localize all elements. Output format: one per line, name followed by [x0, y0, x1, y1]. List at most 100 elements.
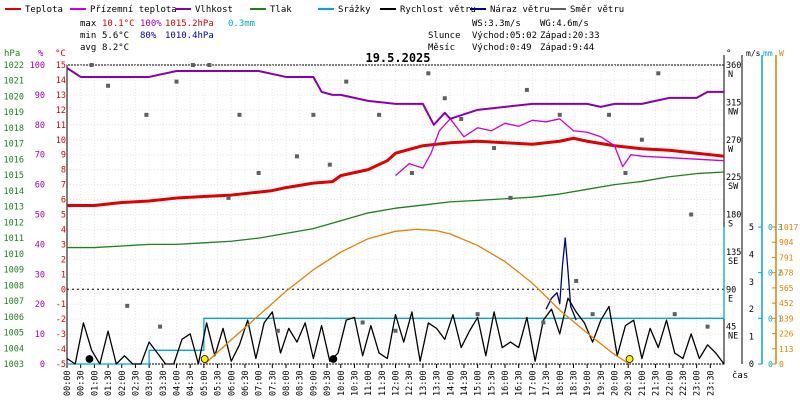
chart-title: 19.5.2025: [365, 51, 430, 65]
x-tick-label: 22:30: [679, 370, 689, 396]
wind-direction-point: [190, 63, 195, 67]
wind-direction-point: [360, 320, 365, 325]
hpa-tick-label: 1021: [4, 77, 24, 87]
wm2-tick-label: 791: [779, 253, 794, 262]
x-tick-label: 00:00: [63, 370, 73, 396]
wind-direction-point: [256, 170, 261, 175]
x-tick-label: 22:00: [665, 370, 675, 396]
stat-label-max: max: [80, 19, 97, 29]
wind-direction-point: [327, 162, 332, 167]
wind-direction-point: [226, 195, 231, 200]
degc-tick-label: 6: [61, 196, 66, 206]
ms-axis-label: m/s: [746, 49, 761, 58]
x-tick-label: 02:00: [118, 370, 128, 396]
legend-label: Tlak: [270, 5, 292, 15]
series-line-srážky: [67, 227, 725, 365]
x-tick-label: 09:30: [323, 370, 333, 396]
x-tick-label: 14:00: [446, 370, 456, 396]
hpa-tick-label: 1003: [4, 360, 24, 370]
wind-direction-point: [492, 146, 497, 151]
x-tick-label: 12:30: [405, 370, 415, 396]
wind-direction-point: [541, 320, 546, 325]
wm2-tick-label: 339: [779, 314, 794, 323]
sun-moon-marker: [200, 355, 209, 363]
wind-direction-point: [158, 324, 163, 329]
x-tick-label: 00:30: [77, 370, 87, 396]
x-tick-label: 21:00: [638, 370, 648, 396]
degc-tick-label: -4: [56, 345, 66, 355]
x-tick-label: 05:30: [214, 370, 224, 396]
dir-name-label: W: [728, 145, 734, 155]
x-tick-label: 03:30: [159, 370, 169, 396]
x-tick-label: 10:30: [350, 370, 360, 396]
hpa-tick-label: 1014: [4, 187, 24, 197]
degc-tick-label: -3: [56, 330, 66, 340]
pct-axis-label: %: [38, 49, 44, 59]
hpa-tick-label: 1018: [4, 124, 24, 134]
stat-max-temp: 10.1°C: [102, 19, 135, 29]
x-tick-label: 16:30: [515, 370, 525, 396]
ms-tick-label: 5: [749, 223, 754, 233]
x-tick-label: 03:00: [145, 370, 155, 396]
x-tick-label: 23:00: [693, 370, 703, 396]
wind-direction-point: [459, 116, 464, 121]
mm-axis-label: mm: [763, 49, 773, 58]
wind-direction-point: [574, 278, 579, 283]
wind-direction-point: [89, 63, 94, 67]
dir-name-label: S: [728, 220, 733, 230]
dir-tick-label: 45: [726, 323, 736, 333]
wind-direction-point: [639, 137, 644, 142]
degc-tick-label: 12: [56, 106, 66, 116]
wm2-tick-label: 226: [779, 330, 794, 339]
x-tick-label: 08:00: [282, 370, 292, 396]
x-tick-label: 14:30: [460, 370, 470, 396]
degc-tick-label: 0: [61, 285, 66, 295]
wind-direction-point: [590, 312, 595, 317]
degc-tick-label: -1: [56, 300, 66, 310]
degc-axis-label: °C: [55, 49, 66, 59]
x-tick-label: 07:00: [255, 370, 265, 396]
degc-tick-label: 9: [61, 151, 66, 161]
dir-name-label: SW: [728, 182, 739, 192]
x-tick-label: 18:00: [556, 370, 566, 396]
degc-tick-label: 2: [61, 255, 66, 265]
hpa-tick-label: 1010: [4, 250, 24, 260]
moon-rise-info: Východ:0:49: [472, 43, 532, 53]
x-tick-label: 01:30: [104, 370, 114, 396]
degc-tick-label: -2: [56, 315, 66, 325]
wind-direction-point: [557, 112, 562, 117]
legend-label: Náraz větru: [490, 5, 550, 15]
wm2-tick-label: 1017: [779, 223, 798, 232]
wm2-tick-label: 904: [779, 238, 794, 247]
x-tick-label: 09:00: [309, 370, 319, 396]
wm2-tick-label: 0: [779, 360, 784, 369]
degc-tick-label: -5: [56, 360, 66, 370]
hpa-tick-label: 1022: [4, 61, 24, 71]
dir-axis-label: °: [726, 49, 731, 59]
x-tick-label: 17:30: [542, 370, 552, 396]
x-tick-label: 01:00: [90, 370, 100, 396]
degc-tick-label: 11: [56, 121, 66, 131]
hpa-tick-label: 1015: [4, 171, 24, 181]
ms-tick-label: 2: [749, 305, 754, 315]
dir-tick-label: 90: [726, 285, 736, 295]
x-tick-label: 18:30: [569, 370, 579, 396]
hpa-tick-label: 1006: [4, 313, 24, 323]
x-tick-label: 15:30: [487, 370, 497, 396]
stat-min-temp: 5.6°C: [102, 31, 129, 41]
legend-label: Vlhkost: [195, 5, 233, 15]
x-tick-label: 12:00: [392, 370, 402, 396]
wind-direction-point: [106, 83, 111, 88]
degc-tick-label: 14: [56, 76, 66, 86]
sun-info-label: Slunce: [428, 31, 461, 41]
stat-label-min: min: [80, 31, 96, 41]
legend-label: Směr větru: [570, 5, 624, 15]
x-tick-label: 10:00: [337, 370, 347, 396]
x-tick-label: 04:00: [173, 370, 183, 396]
series-line-náraz-větru: [545, 237, 577, 321]
series-line-přízemní-teplota: [395, 118, 725, 177]
x-tick-label: 02:30: [131, 370, 141, 396]
degc-tick-label: 13: [56, 91, 66, 101]
x-tick-label: 19:30: [597, 370, 607, 396]
